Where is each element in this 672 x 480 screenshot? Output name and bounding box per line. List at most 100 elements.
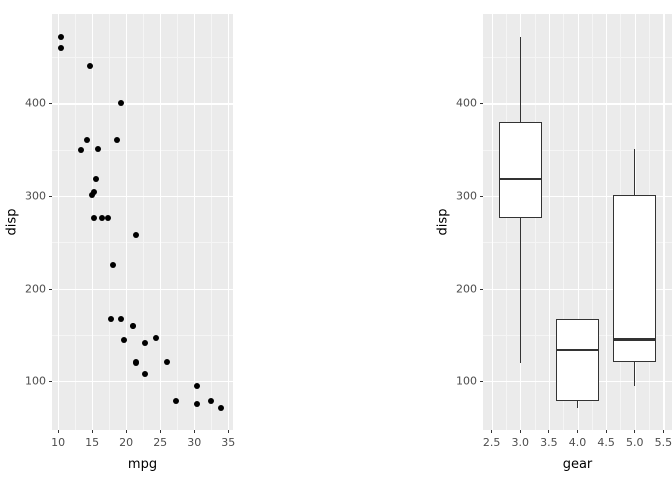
x-axis-tick-label: 15 <box>85 436 100 449</box>
scatter-point <box>98 215 105 222</box>
gridline-major-horizontal <box>483 196 672 198</box>
x-axis-tick-mark <box>91 430 93 433</box>
scatter-point <box>207 397 214 404</box>
boxplot-median-line <box>613 338 657 341</box>
y-axis-tick-mark <box>49 381 52 383</box>
gridline-major-vertical <box>160 14 162 430</box>
scatter-point <box>57 44 64 51</box>
gridline-minor-horizontal <box>52 57 233 58</box>
gridline-major-vertical <box>228 14 230 430</box>
x-axis-tick-mark <box>193 430 195 433</box>
x-axis-tick-label: 3.0 <box>511 436 529 449</box>
x-axis-tick-label: 30 <box>187 436 202 449</box>
y-axis-tick-label: 400 <box>456 96 477 110</box>
scatter-point <box>90 215 97 222</box>
scatter-point <box>121 336 128 343</box>
gridline-major-vertical <box>577 14 579 430</box>
scatter-point <box>114 137 121 144</box>
scatter-point <box>84 137 91 144</box>
x-axis-tick-mark <box>57 430 59 433</box>
scatter-point <box>92 176 99 183</box>
y-axis-tick-mark <box>480 381 483 383</box>
y-axis-tick-label: 200 <box>456 282 477 296</box>
scatter-plot-panel-group: 10 15 20 25 30 35 100 200 300 400 mpg disp <box>4 14 236 472</box>
whisker-upper <box>634 148 636 196</box>
gridline-major-vertical <box>606 14 608 430</box>
gridline-major-horizontal <box>52 381 233 383</box>
x-axis-tick-mark <box>577 430 578 433</box>
x-axis-tick-label: 5.5 <box>654 436 672 449</box>
gridline-major-horizontal <box>52 103 233 105</box>
x-axis-title: mpg <box>127 457 158 472</box>
x-axis-tick-mark <box>662 430 664 433</box>
y-axis-tick-mark <box>49 288 52 290</box>
y-axis-title: disp <box>4 208 20 236</box>
x-axis-title: gear <box>562 457 593 472</box>
y-axis-tick-mark <box>480 196 483 198</box>
y-axis-tick-label: 100 <box>456 374 477 388</box>
x-axis-tick-label: 25 <box>153 436 168 449</box>
x-axis-tick-mark <box>634 430 636 433</box>
gridline-major-vertical <box>548 14 550 430</box>
gridline-major-horizontal <box>483 288 672 290</box>
gridline-major-vertical <box>92 14 94 430</box>
scatter-point <box>108 315 115 322</box>
gridline-major-vertical <box>126 14 128 430</box>
gridline-major-vertical <box>663 14 665 430</box>
whisker-lower <box>519 218 521 363</box>
x-axis-tick-mark <box>605 430 607 433</box>
x-axis-tick-label: 35 <box>221 436 236 449</box>
gridline-major-vertical <box>491 14 493 430</box>
y-axis-tick-mark <box>480 103 483 105</box>
scatter-point <box>193 400 200 407</box>
gridline-minor-vertical <box>563 14 564 430</box>
boxplot-median-line <box>556 349 599 352</box>
gridline-minor-vertical <box>177 14 178 430</box>
scatter-point <box>217 404 224 411</box>
scatter-point <box>193 382 200 389</box>
scatter-point <box>57 33 64 40</box>
x-axis-tick-label: 3.5 <box>540 436 558 449</box>
x-axis-tick-mark <box>491 430 493 433</box>
gridline-major-horizontal <box>52 196 233 198</box>
gridline-minor-vertical <box>75 14 76 430</box>
x-axis-tick-mark <box>159 430 161 433</box>
y-axis-tick-label: 200 <box>25 282 46 296</box>
scatter-point <box>104 215 111 222</box>
scatter-point <box>132 231 139 238</box>
scatter-point <box>153 334 160 341</box>
scatter-point <box>77 146 84 153</box>
whisker-upper <box>519 36 521 122</box>
x-axis-tick-label: 5.0 <box>626 436 644 449</box>
boxplot-box <box>613 195 657 363</box>
y-axis-tick-label: 400 <box>25 96 46 110</box>
x-axis-tick-label: 2.5 <box>482 436 501 449</box>
gridline-minor-vertical <box>143 14 144 430</box>
scatter-point <box>89 192 96 199</box>
x-axis-tick-label: 4.0 <box>568 436 587 449</box>
boxplot-box <box>498 121 542 219</box>
scatter-point <box>142 340 149 347</box>
whisker-lower <box>576 400 579 408</box>
y-axis-tick-label: 300 <box>456 189 477 203</box>
gridline-minor-horizontal <box>52 149 233 151</box>
scatter-plot-panel <box>52 14 233 430</box>
gridline-minor-horizontal <box>52 334 233 336</box>
scatter-point <box>129 322 136 329</box>
gridline-major-vertical <box>58 14 60 430</box>
scatter-point <box>117 315 124 322</box>
x-axis-tick-mark <box>548 430 550 433</box>
y-axis-title: disp <box>435 208 451 236</box>
boxplot-panel-group: 2.5 3.0 3.5 4.0 4.5 5.0 5.5 100 200 300 400 gear dis… <box>336 0 672 480</box>
gridline-major-horizontal <box>483 103 672 105</box>
gridline-minor-vertical <box>505 14 507 430</box>
x-axis-tick-label: 4.5 <box>597 436 615 449</box>
gridline-minor-vertical <box>534 14 536 430</box>
gridline-minor-vertical <box>211 14 212 430</box>
x-axis-tick-label: 10 <box>51 436 66 449</box>
x-axis-tick-mark <box>227 430 229 433</box>
gridline-major-vertical <box>194 14 196 430</box>
scatter-point <box>94 145 101 152</box>
y-axis-tick-label: 300 <box>25 189 46 203</box>
gridline-minor-horizontal <box>52 242 233 243</box>
